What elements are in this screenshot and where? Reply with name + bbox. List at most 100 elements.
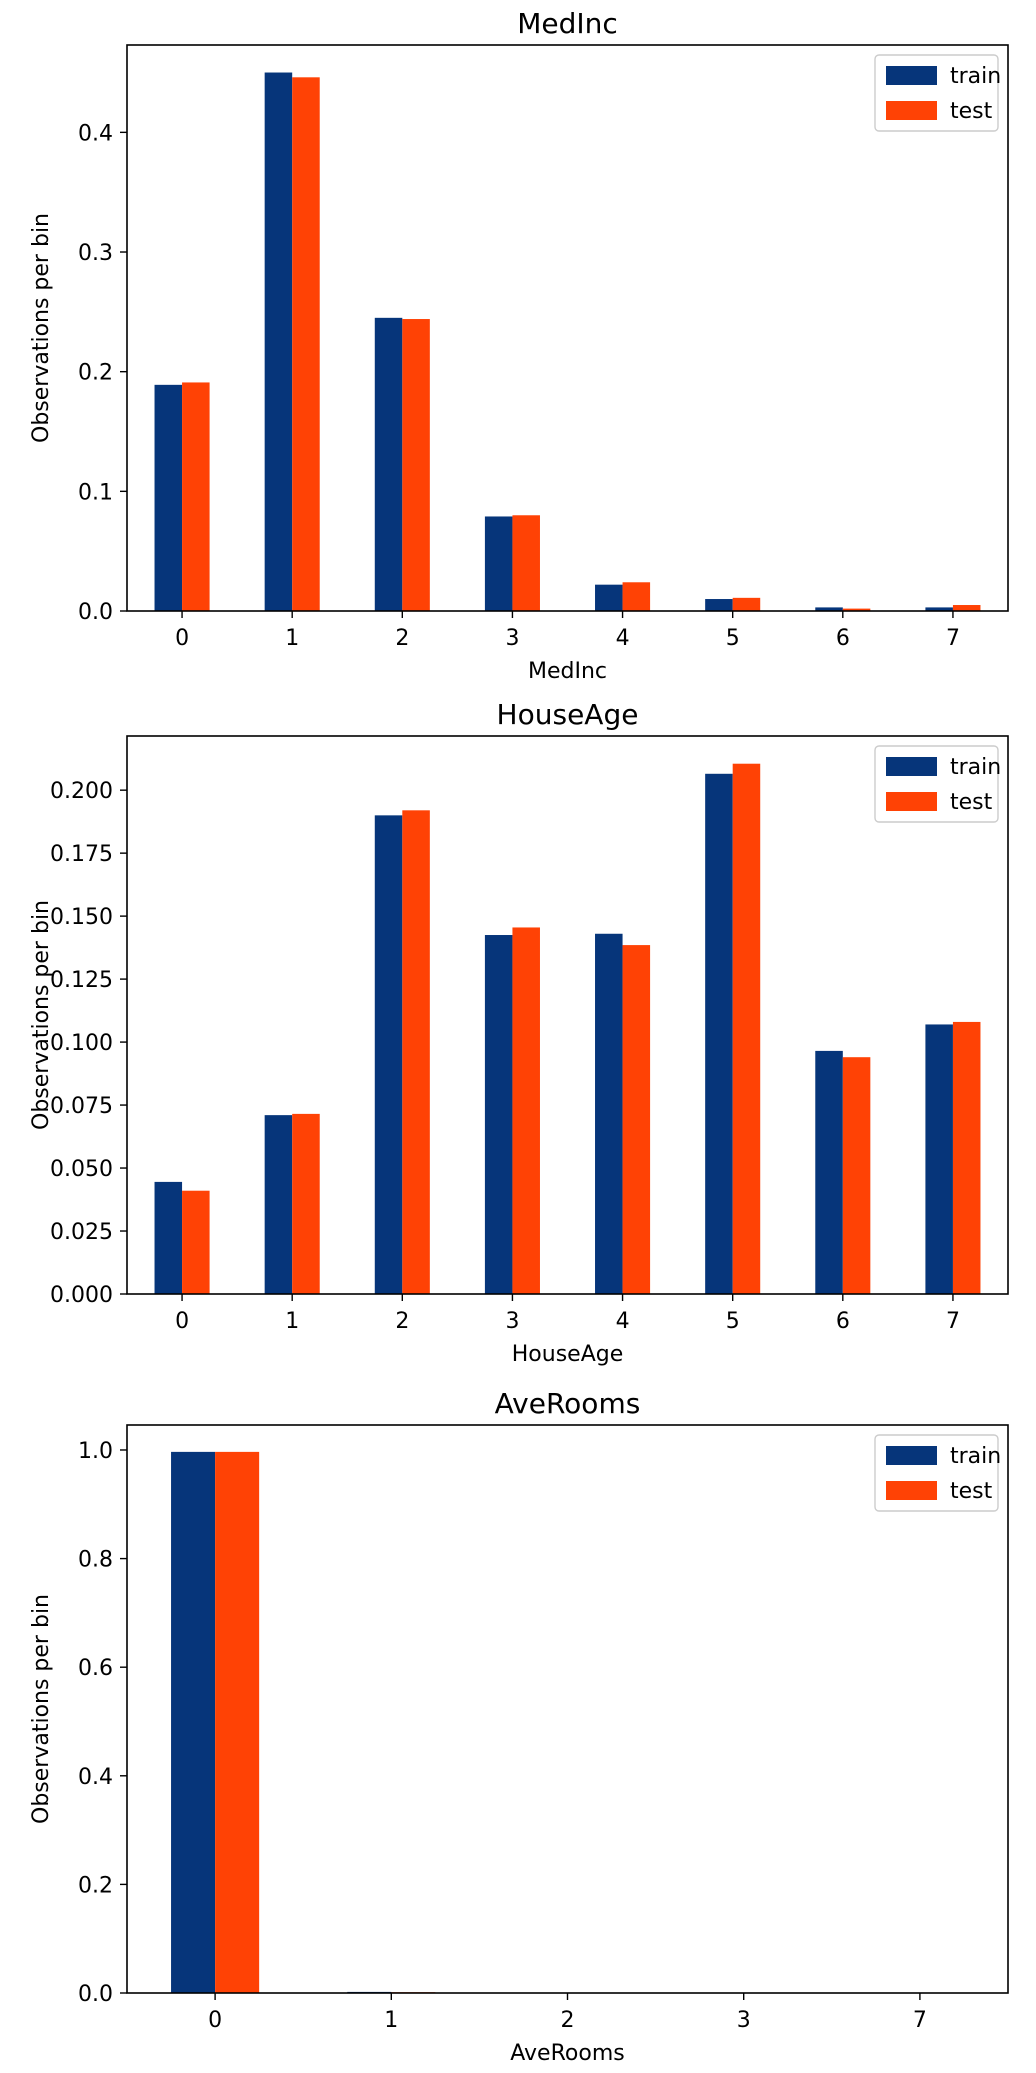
- y-tick-label: 0.2: [78, 361, 113, 386]
- bar-test-5: [732, 763, 761, 1294]
- bar-train-2: [374, 317, 403, 611]
- y-tick-label: 0.2: [78, 1873, 113, 1898]
- bar-train-6: [815, 607, 843, 611]
- legend-label-train: train: [950, 755, 1001, 780]
- y-tick-label: 1.0: [78, 1439, 113, 1464]
- bar-test-6: [842, 608, 871, 611]
- bar-test-1: [292, 77, 320, 611]
- bar-test-2: [402, 810, 430, 1294]
- y-tick-label: 0.150: [50, 905, 113, 930]
- y-tick-label: 0.125: [50, 968, 113, 993]
- bar-test-7: [952, 1021, 981, 1294]
- x-tick-label: 6: [836, 1309, 850, 1334]
- bar-train-3: [484, 516, 513, 611]
- legend-swatch-test: [886, 792, 937, 811]
- x-tick-label: 4: [616, 626, 630, 651]
- bar-train-4: [595, 584, 623, 611]
- bar-test-4: [622, 945, 651, 1294]
- x-tick-label: 0: [208, 2008, 222, 2033]
- y-axis-label: Observations per bin: [29, 900, 54, 1130]
- legend: train test: [874, 54, 1001, 132]
- bar-train-1: [264, 72, 293, 611]
- legend-label-test: test: [950, 1479, 993, 1504]
- x-tick-label: 3: [737, 2008, 751, 2033]
- y-tick-label: 0.175: [50, 842, 113, 867]
- bar-test-3: [512, 515, 540, 611]
- y-tick-label: 0.6: [78, 1656, 113, 1681]
- chart-title: MedInc: [517, 7, 618, 40]
- y-axis-label: Observations per bin: [29, 213, 54, 443]
- x-tick-label: 2: [395, 1309, 409, 1334]
- bar-train-0: [171, 1451, 216, 1993]
- bar-test-6: [842, 1057, 871, 1294]
- bar-test-5: [732, 597, 761, 611]
- y-tick-label: 0.000: [50, 1283, 113, 1308]
- x-tick-label: 7: [946, 626, 960, 651]
- y-tick-label: 0.4: [78, 1765, 113, 1790]
- x-axis-label: HouseAge: [512, 1342, 624, 1367]
- legend-swatch-train: [886, 1446, 937, 1465]
- legend-label-train: train: [950, 64, 1001, 89]
- x-axis-label: MedInc: [528, 659, 607, 684]
- chart-title: HouseAge: [497, 698, 639, 731]
- x-tick-label: 2: [395, 626, 409, 651]
- y-tick-label: 0.0: [78, 1982, 113, 2007]
- x-tick-label: 4: [616, 1309, 630, 1334]
- chart-panel-houseage: 0 1 2 3 4 5 6 7 0.000 0.025 0.050 0.075 0.100 0.125 0.…: [29, 698, 1009, 1367]
- y-tick-label: 0.100: [50, 1031, 113, 1056]
- bar-train-0: [154, 384, 183, 611]
- legend-swatch-test: [886, 1481, 937, 1500]
- bar-test-7: [952, 605, 981, 611]
- bar-train-0: [154, 1181, 183, 1294]
- x-tick-label: 7: [913, 2008, 927, 2033]
- y-tick-label: 0.1: [78, 480, 113, 505]
- x-tick-label: 6: [836, 626, 850, 651]
- bar-test-3: [512, 927, 540, 1294]
- bar-test-0: [182, 1190, 210, 1294]
- bar-test-2: [402, 319, 430, 611]
- y-tick-label: 0.0: [78, 600, 113, 625]
- bar-train-7: [925, 607, 953, 611]
- y-tick-label: 0.8: [78, 1548, 113, 1573]
- x-axis-label: AveRooms: [510, 2041, 624, 2066]
- x-tick-label: 3: [505, 1309, 519, 1334]
- legend-swatch-train: [886, 757, 937, 776]
- x-tick-label: 0: [175, 626, 189, 651]
- x-tick-label: 7: [946, 1309, 960, 1334]
- bar-train-7: [925, 1024, 953, 1294]
- y-tick-label: 0.050: [50, 1157, 113, 1182]
- legend-label-test: test: [950, 99, 993, 124]
- legend-swatch-test: [886, 101, 937, 120]
- legend-swatch-train: [886, 66, 937, 85]
- y-axis-label: Observations per bin: [29, 1594, 54, 1824]
- bar-test-0: [215, 1451, 260, 1993]
- bar-train-6: [815, 1050, 843, 1294]
- bar-test-0: [182, 382, 210, 611]
- y-tick-label: 0.4: [78, 121, 113, 146]
- chart-panel-averooms: 0 1 2 3 7 0.0 0.2 0.4 0.6 0.8 1.0 AveRooms AveRooms O…: [29, 1387, 1009, 2066]
- y-tick-label: 0.025: [50, 1220, 113, 1245]
- y-tick-label: 0.075: [50, 1094, 113, 1119]
- legend: train test: [874, 1434, 1001, 1512]
- x-tick-label: 2: [561, 2008, 575, 2033]
- legend-label-test: test: [950, 790, 993, 815]
- y-tick-label: 0.3: [78, 241, 113, 266]
- x-tick-label: 3: [505, 626, 519, 651]
- x-tick-label: 0: [175, 1309, 189, 1334]
- bar-train-1: [264, 1115, 293, 1294]
- plot-frame: [126, 44, 1009, 612]
- bar-train-5: [705, 773, 733, 1294]
- x-tick-label: 1: [384, 2008, 398, 2033]
- legend: train test: [874, 745, 1001, 823]
- plot-frame: [126, 735, 1009, 1295]
- x-tick-label: 5: [726, 626, 740, 651]
- x-tick-label: 5: [726, 1309, 740, 1334]
- chart-title: AveRooms: [495, 1387, 641, 1420]
- bar-train-5: [705, 599, 733, 611]
- legend-label-train: train: [950, 1444, 1001, 1469]
- bar-test-1: [292, 1113, 320, 1294]
- bar-train-4: [595, 933, 623, 1294]
- chart-panel-medinc: 0 1 2 3 4 5 6 7 0.0 0.1 0.2 0.3 0.4 MedInc MedInc Obser…: [29, 7, 1009, 684]
- x-tick-label: 1: [285, 1309, 299, 1334]
- y-tick-label: 0.200: [50, 779, 113, 804]
